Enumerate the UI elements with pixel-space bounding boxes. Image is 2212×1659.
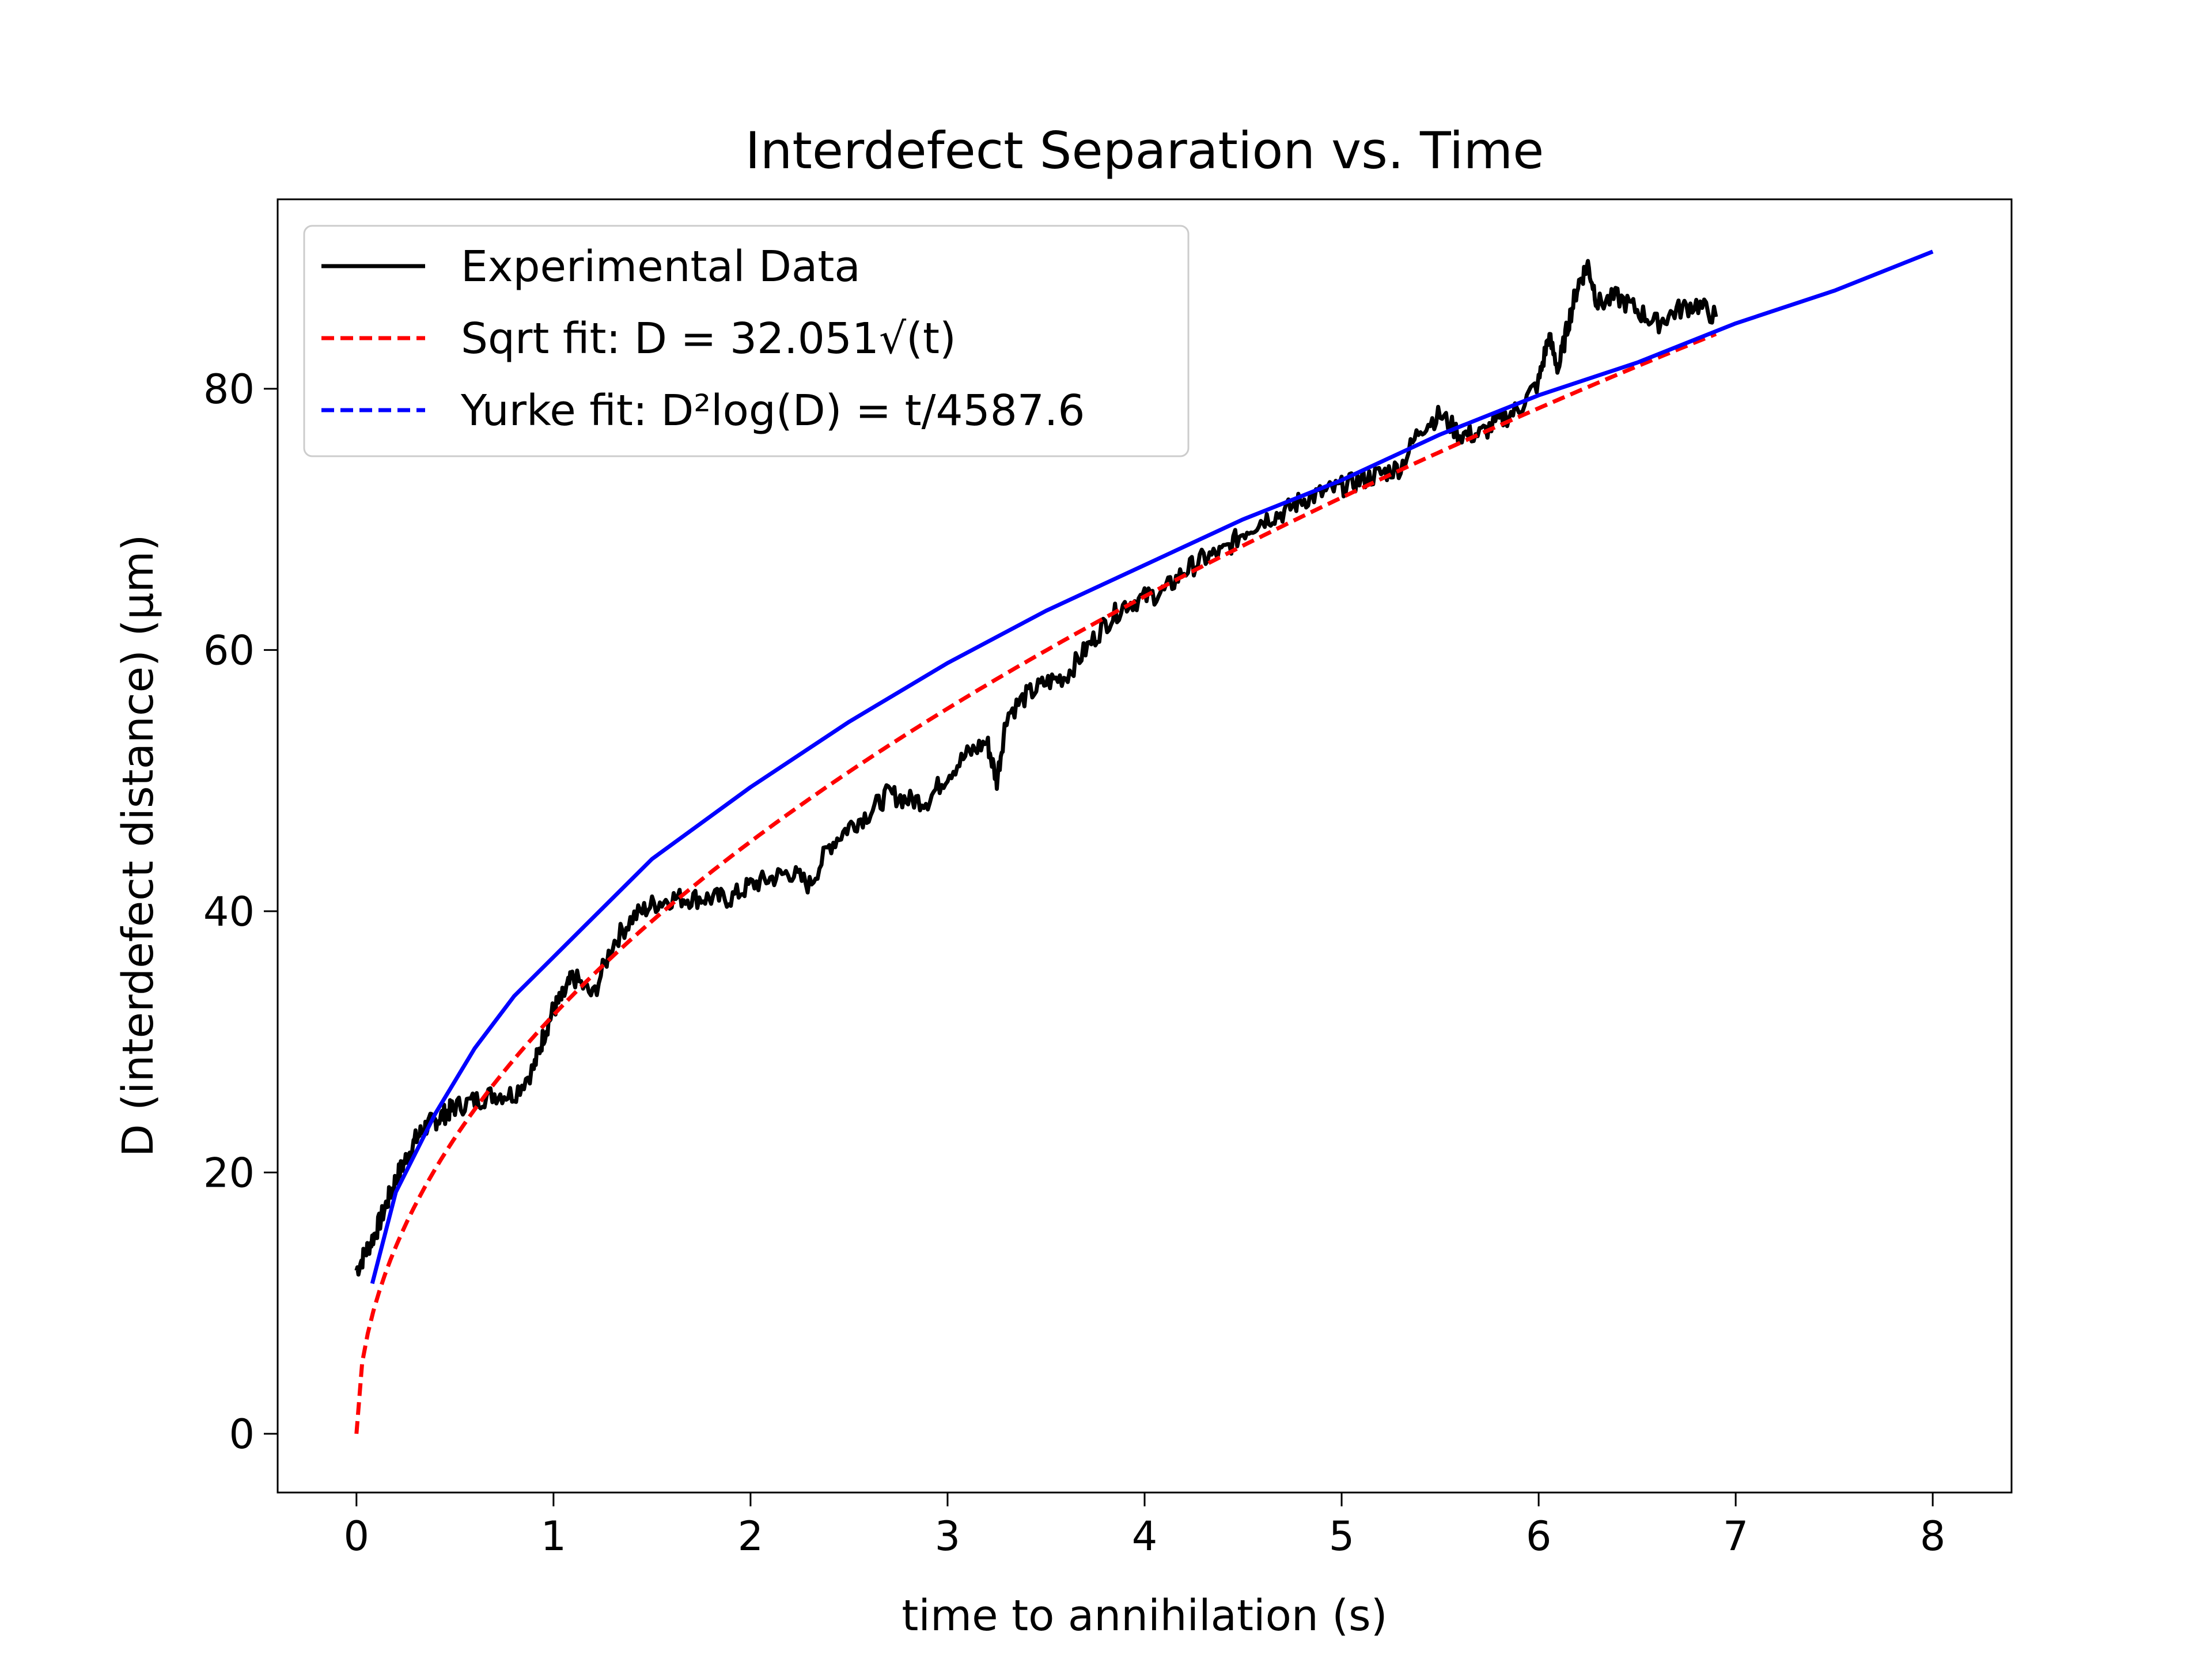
legend: Experimental Data Sqrt fit: D = 32.051√(…	[303, 225, 1190, 457]
legend-box	[303, 225, 1190, 457]
x-tick-label: 8	[1920, 1513, 1946, 1560]
y-tick-label: 20	[203, 1149, 255, 1196]
x-tick-label: 0	[344, 1513, 370, 1560]
y-tick-label: 0	[229, 1411, 255, 1458]
legend-label-yurke-fit: Yurke fit: D²log(D) = t/4587.6	[460, 386, 1085, 435]
legend-label-experimental: Experimental Data	[461, 242, 861, 291]
x-tick-label: 4	[1132, 1513, 1158, 1560]
legend-label-sqrt-fit: Sqrt fit: D = 32.051√(t)	[461, 314, 956, 363]
y-tick-label: 40	[203, 888, 255, 935]
x-tick-label: 2	[738, 1513, 764, 1560]
y-axis-label: D (interdefect distance) (μm)	[113, 535, 163, 1157]
series-experimental-data	[354, 259, 1718, 1277]
chart-title: Interdefect Separation vs. Time	[745, 121, 1544, 180]
y-tick-label: 60	[203, 627, 255, 674]
x-axis-label: time to annihilation (s)	[902, 1591, 1387, 1641]
x-tick-label: 5	[1329, 1513, 1355, 1560]
series-sqrt-fit	[354, 332, 1717, 1434]
x-tick-label: 3	[935, 1513, 961, 1560]
x-tick-label: 6	[1526, 1513, 1552, 1560]
series-yurke-fit	[370, 249, 1934, 1285]
x-tick-label: 7	[1723, 1513, 1749, 1560]
y-tick-label: 80	[203, 366, 255, 413]
x-tick-label: 1	[541, 1513, 567, 1560]
axes-frame	[276, 198, 2013, 1494]
series-layer	[354, 249, 1934, 1434]
